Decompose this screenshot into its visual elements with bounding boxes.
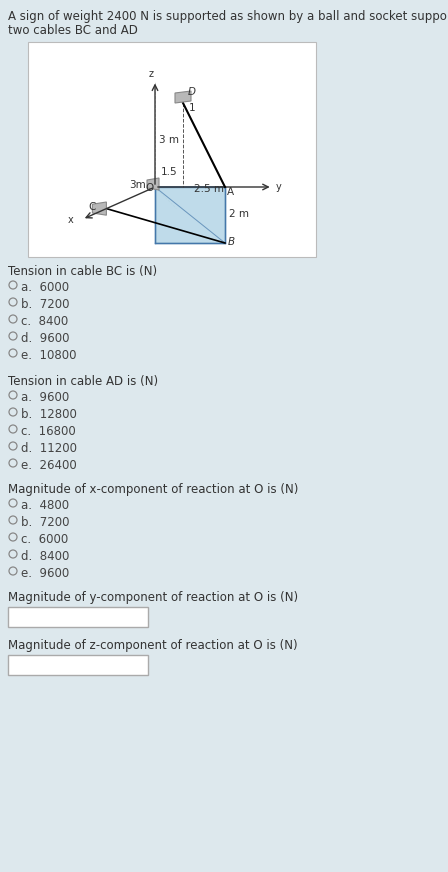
Text: A: A	[227, 187, 234, 197]
Polygon shape	[147, 178, 159, 190]
Text: a.  9600: a. 9600	[21, 391, 69, 404]
Text: e.  9600: e. 9600	[21, 567, 69, 580]
Polygon shape	[175, 91, 191, 103]
Text: a.  6000: a. 6000	[21, 281, 69, 294]
Text: Magnitude of y-component of reaction at O is (N): Magnitude of y-component of reaction at …	[8, 591, 298, 604]
Text: two cables BC and AD: two cables BC and AD	[8, 24, 138, 37]
Polygon shape	[155, 187, 225, 243]
FancyBboxPatch shape	[8, 655, 148, 675]
Text: e.  10800: e. 10800	[21, 349, 77, 362]
FancyBboxPatch shape	[28, 42, 316, 257]
Text: d.  8400: d. 8400	[21, 550, 69, 563]
Text: 1.5: 1.5	[161, 167, 177, 177]
Text: O: O	[145, 183, 153, 193]
Text: d.  11200: d. 11200	[21, 442, 77, 455]
Text: b.  7200: b. 7200	[21, 516, 69, 529]
Text: c.  8400: c. 8400	[21, 315, 68, 328]
Text: x: x	[68, 215, 74, 225]
Polygon shape	[92, 202, 107, 215]
Text: c.  6000: c. 6000	[21, 533, 68, 546]
Text: b.  7200: b. 7200	[21, 298, 69, 311]
Text: 3m: 3m	[129, 180, 146, 190]
Text: Tension in cable BC is (N): Tension in cable BC is (N)	[8, 265, 157, 278]
Text: 3 m: 3 m	[159, 135, 179, 145]
Text: 2 m: 2 m	[229, 209, 249, 219]
Text: z: z	[149, 69, 154, 78]
Text: Magnitude of x-component of reaction at O is (N): Magnitude of x-component of reaction at …	[8, 483, 298, 496]
Text: c.  16800: c. 16800	[21, 425, 76, 438]
Text: 2.5 m: 2.5 m	[194, 184, 224, 194]
Text: b.  12800: b. 12800	[21, 408, 77, 421]
Text: D: D	[188, 87, 196, 97]
Text: C: C	[88, 201, 96, 212]
Text: Tension in cable AD is (N): Tension in cable AD is (N)	[8, 375, 158, 388]
Text: e.  26400: e. 26400	[21, 459, 77, 472]
Text: y: y	[276, 182, 281, 192]
FancyBboxPatch shape	[8, 607, 148, 627]
Text: A sign of weight 2400 N is supported as shown by a ball and socket support at A : A sign of weight 2400 N is supported as …	[8, 10, 448, 23]
Text: B: B	[228, 237, 235, 247]
Text: d.  9600: d. 9600	[21, 332, 69, 345]
Text: Magnitude of z-component of reaction at O is (N): Magnitude of z-component of reaction at …	[8, 639, 297, 652]
Text: 1: 1	[189, 103, 196, 113]
Text: a.  4800: a. 4800	[21, 499, 69, 512]
